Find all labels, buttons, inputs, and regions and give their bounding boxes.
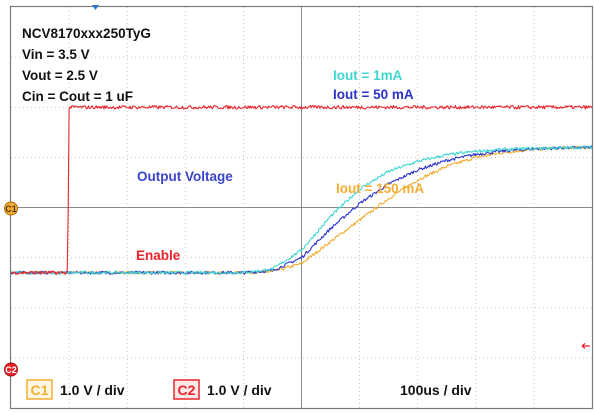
channel1-marker-label: C1 — [5, 204, 17, 214]
output-voltage-annotation: Output Voltage — [137, 169, 233, 184]
trigger-position-marker — [92, 5, 99, 10]
channel2-setting: C2 1.0 V / div — [173, 379, 272, 400]
traces — [10, 104, 593, 275]
legend-iout-1ma: Iout = 1mA — [333, 68, 403, 83]
trigger-level-arrow — [581, 343, 590, 349]
trace-iout-1ma — [10, 145, 593, 275]
device-part-number: NCV8170xxx250TyG — [22, 26, 151, 41]
vin-label: Vin = 3.5 V — [22, 47, 90, 62]
trace-enable — [10, 104, 593, 275]
channel1-scale: 1.0 V / div — [60, 382, 125, 398]
channel2-badge: C2 — [178, 382, 196, 398]
vout-label: Vout = 2.5 V — [22, 68, 98, 83]
legend-iout-50ma: Iout = 50 mA — [333, 87, 414, 102]
info-block: NCV8170xxx250TyG Vin = 3.5 V Vout = 2.5 … — [22, 26, 151, 104]
channel2-ground-marker: C2 — [4, 362, 18, 377]
timebase-setting: 100us / div — [400, 382, 472, 398]
channel1-badge: C1 — [31, 382, 49, 398]
channel1-setting: C1 1.0 V / div — [26, 379, 125, 400]
legend-iout-150ma: Iout = 150 mA — [336, 181, 424, 196]
channel2-scale: 1.0 V / div — [207, 382, 272, 398]
enable-annotation: Enable — [136, 248, 181, 263]
cap-label: Cin = Cout = 1 uF — [22, 89, 133, 104]
graticule — [11, 7, 592, 408]
channel1-ground-marker: C1 — [4, 201, 18, 216]
channel2-marker-label: C2 — [5, 365, 17, 375]
